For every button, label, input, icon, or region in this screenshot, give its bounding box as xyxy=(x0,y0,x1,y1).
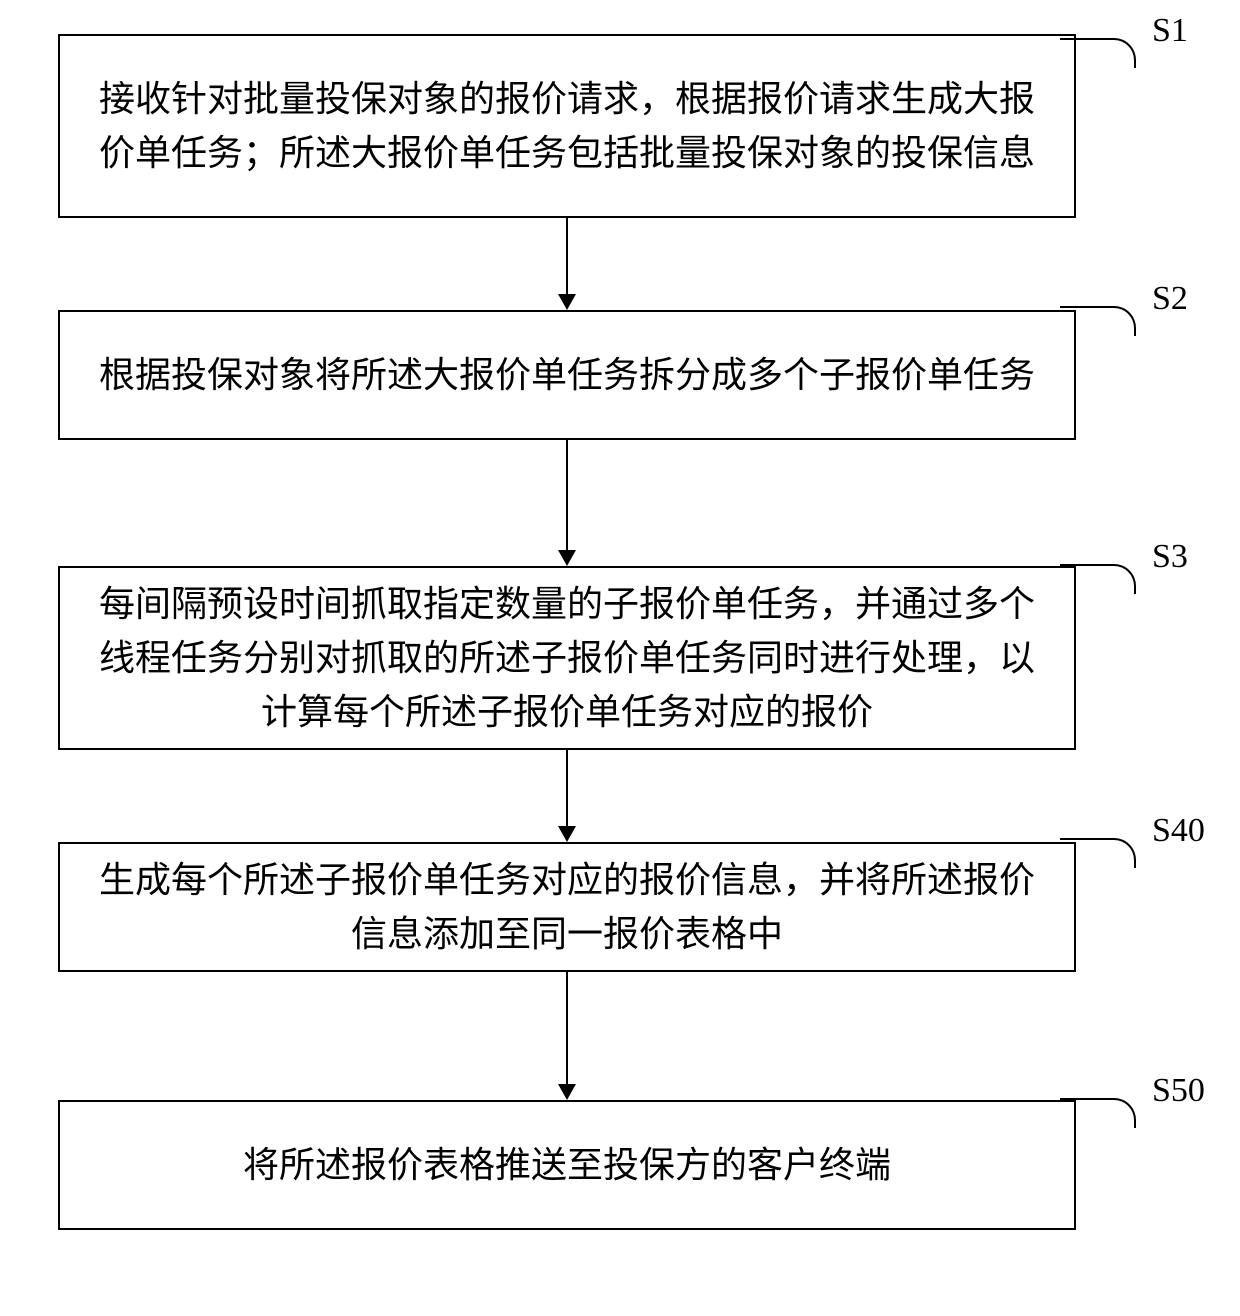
step-text: 接收针对批量投保对象的报价请求，根据报价请求生成大报价单任务；所述大报价单任务包… xyxy=(90,72,1044,180)
label-connector xyxy=(1060,306,1136,336)
step-label-s50: S50 xyxy=(1152,1072,1205,1110)
arrow-head-icon xyxy=(558,550,576,566)
step-box-s3: 每间隔预设时间抓取指定数量的子报价单任务，并通过多个线程任务分别对抓取的所述子报… xyxy=(58,566,1076,750)
step-text: 根据投保对象将所述大报价单任务拆分成多个子报价单任务 xyxy=(99,348,1035,402)
arrow-line xyxy=(566,750,568,826)
step-box-s2: 根据投保对象将所述大报价单任务拆分成多个子报价单任务 xyxy=(58,310,1076,440)
arrow-head-icon xyxy=(558,826,576,842)
arrow-head-icon xyxy=(558,294,576,310)
step-text: 每间隔预设时间抓取指定数量的子报价单任务，并通过多个线程任务分别对抓取的所述子报… xyxy=(90,577,1044,739)
arrow-head-icon xyxy=(558,1084,576,1100)
label-connector xyxy=(1060,564,1136,594)
label-connector xyxy=(1060,1098,1136,1128)
step-label-s3: S3 xyxy=(1152,538,1188,576)
step-text: 生成每个所述子报价单任务对应的报价信息，并将所述报价信息添加至同一报价表格中 xyxy=(90,853,1044,961)
arrow-line xyxy=(566,218,568,294)
step-box-s50: 将所述报价表格推送至投保方的客户终端 xyxy=(58,1100,1076,1230)
arrow-line xyxy=(566,972,568,1084)
step-box-s1: 接收针对批量投保对象的报价请求，根据报价请求生成大报价单任务；所述大报价单任务包… xyxy=(58,34,1076,218)
step-label-s40: S40 xyxy=(1152,812,1205,850)
label-connector xyxy=(1060,838,1136,868)
step-text: 将所述报价表格推送至投保方的客户终端 xyxy=(243,1138,891,1192)
step-box-s40: 生成每个所述子报价单任务对应的报价信息，并将所述报价信息添加至同一报价表格中 xyxy=(58,842,1076,972)
step-label-s1: S1 xyxy=(1152,12,1188,50)
arrow-line xyxy=(566,440,568,550)
flowchart-canvas: 接收针对批量投保对象的报价请求，根据报价请求生成大报价单任务；所述大报价单任务包… xyxy=(0,0,1240,1316)
label-connector xyxy=(1060,38,1136,68)
step-label-s2: S2 xyxy=(1152,280,1188,318)
